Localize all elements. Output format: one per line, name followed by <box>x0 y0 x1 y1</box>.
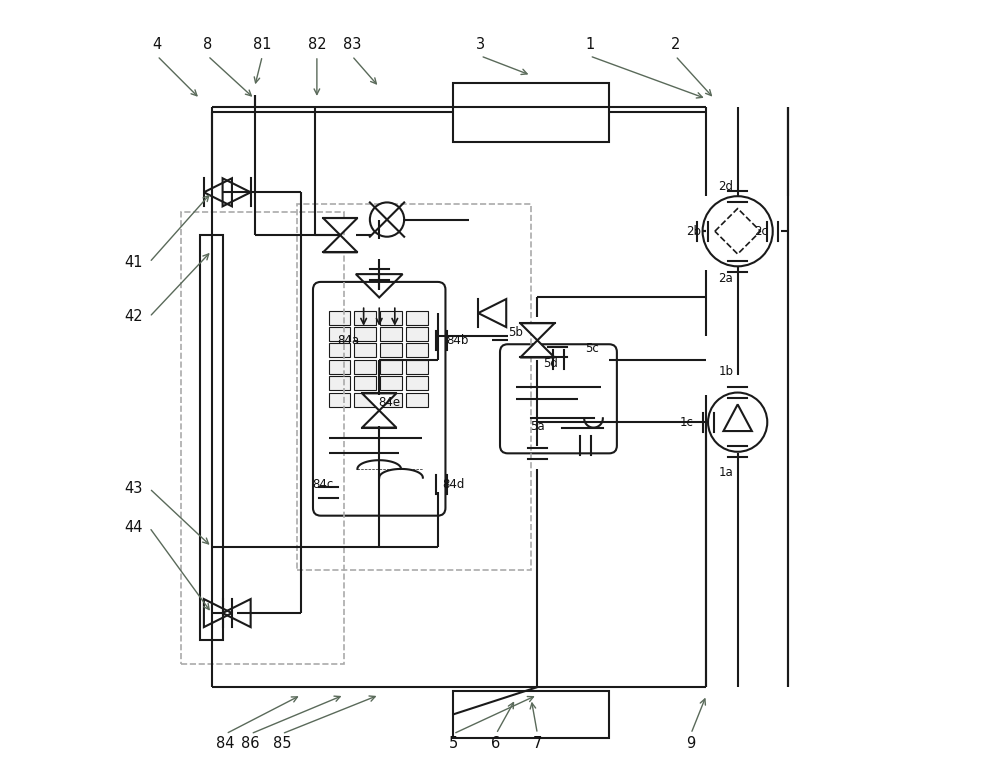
Text: 4: 4 <box>153 37 162 52</box>
Bar <box>329 376 350 390</box>
Text: 84a: 84a <box>337 334 359 347</box>
Bar <box>329 360 350 374</box>
Bar <box>453 83 609 142</box>
Bar <box>406 343 428 357</box>
Bar <box>406 376 428 390</box>
Text: 2: 2 <box>671 37 680 52</box>
Polygon shape <box>520 323 555 340</box>
Bar <box>380 393 402 407</box>
Text: 5c: 5c <box>585 342 599 355</box>
Bar <box>380 310 402 325</box>
Bar <box>380 360 402 374</box>
Bar <box>453 691 609 737</box>
Text: 1a: 1a <box>719 466 733 479</box>
Bar <box>406 327 428 341</box>
Text: 2a: 2a <box>719 271 733 285</box>
Bar <box>406 310 428 325</box>
Bar <box>354 310 376 325</box>
Text: 86: 86 <box>241 736 260 751</box>
Bar <box>329 343 350 357</box>
Text: 84d: 84d <box>442 478 464 491</box>
Bar <box>354 393 376 407</box>
Bar <box>380 376 402 390</box>
Text: 84c: 84c <box>312 478 334 491</box>
Polygon shape <box>362 393 396 411</box>
Bar <box>329 327 350 341</box>
Text: 1c: 1c <box>680 416 694 429</box>
Circle shape <box>370 203 404 237</box>
Text: 84b: 84b <box>446 334 468 347</box>
Text: 9: 9 <box>686 736 696 751</box>
Bar <box>297 204 531 570</box>
Text: 44: 44 <box>125 520 143 535</box>
Text: 5b: 5b <box>508 326 523 339</box>
Text: 3: 3 <box>476 37 485 52</box>
Bar <box>406 360 428 374</box>
Bar <box>354 327 376 341</box>
Bar <box>181 212 344 664</box>
Bar <box>380 343 402 357</box>
Bar <box>406 393 428 407</box>
Text: 41: 41 <box>125 255 143 270</box>
Text: 8: 8 <box>203 37 212 52</box>
Text: 84e: 84e <box>378 396 400 409</box>
Text: 5: 5 <box>449 736 458 751</box>
Bar <box>354 343 376 357</box>
Text: 7: 7 <box>533 736 542 751</box>
Text: 5d: 5d <box>543 357 558 370</box>
Text: 5a: 5a <box>530 420 545 432</box>
Bar <box>354 360 376 374</box>
Text: 1b: 1b <box>718 365 733 378</box>
Text: 82: 82 <box>308 37 326 52</box>
Text: 85: 85 <box>273 736 291 751</box>
Polygon shape <box>520 340 555 357</box>
Polygon shape <box>323 218 357 235</box>
Bar <box>329 393 350 407</box>
Text: 2c: 2c <box>754 224 768 238</box>
Text: 81: 81 <box>253 37 272 52</box>
Polygon shape <box>362 411 396 428</box>
Bar <box>354 376 376 390</box>
Text: 1: 1 <box>585 37 594 52</box>
Bar <box>200 235 223 640</box>
Text: 2d: 2d <box>718 181 733 193</box>
Text: 42: 42 <box>124 310 143 325</box>
Text: 2b: 2b <box>686 224 701 238</box>
Text: 84: 84 <box>216 736 235 751</box>
Polygon shape <box>323 235 357 253</box>
Text: 6: 6 <box>491 736 501 751</box>
Text: 43: 43 <box>125 481 143 496</box>
Bar <box>380 327 402 341</box>
Bar <box>329 310 350 325</box>
Text: 83: 83 <box>343 37 361 52</box>
